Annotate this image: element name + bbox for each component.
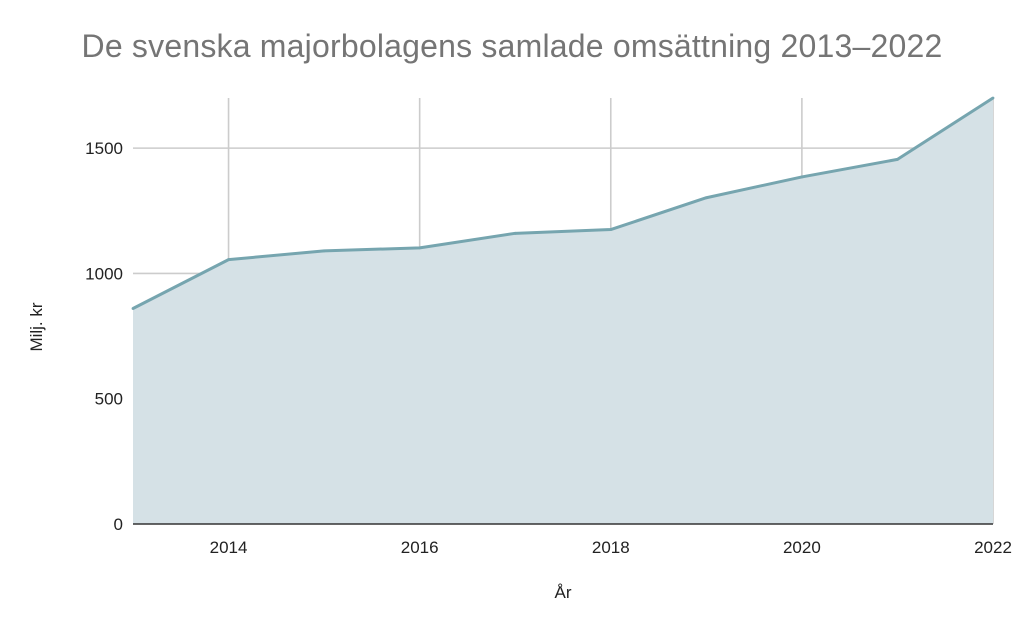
data-point [896, 157, 899, 161]
tick-label-layer: 0 500 1000 1500 2014 2016 2018 2020 2022 [85, 139, 1012, 557]
series-area-fill [133, 98, 993, 524]
x-tick-label: 2014 [210, 538, 248, 557]
y-tick-label: 0 [114, 515, 123, 534]
y-tick-label: 500 [95, 390, 123, 409]
y-tick-label: 1000 [85, 264, 123, 283]
data-point [609, 228, 613, 231]
y-axis-title: Milj. kr [27, 302, 46, 352]
x-tick-label: 2016 [401, 538, 439, 557]
data-point [513, 231, 517, 235]
data-point [227, 258, 230, 262]
data-point [704, 196, 708, 200]
x-axis-title: År [554, 583, 572, 602]
area-layer [131, 96, 995, 524]
x-tick-label: 2022 [974, 538, 1012, 557]
data-point [800, 175, 804, 179]
data-point [418, 246, 422, 250]
y-tick-label: 1500 [85, 139, 123, 158]
data-point [991, 96, 995, 100]
x-tick-label: 2018 [592, 538, 630, 557]
x-tick-label: 2020 [783, 538, 821, 557]
series-line [132, 96, 994, 310]
data-point [322, 249, 326, 253]
chart-title: De svenska majorbolagens samlade omsättn… [81, 28, 943, 64]
data-point [131, 307, 135, 310]
